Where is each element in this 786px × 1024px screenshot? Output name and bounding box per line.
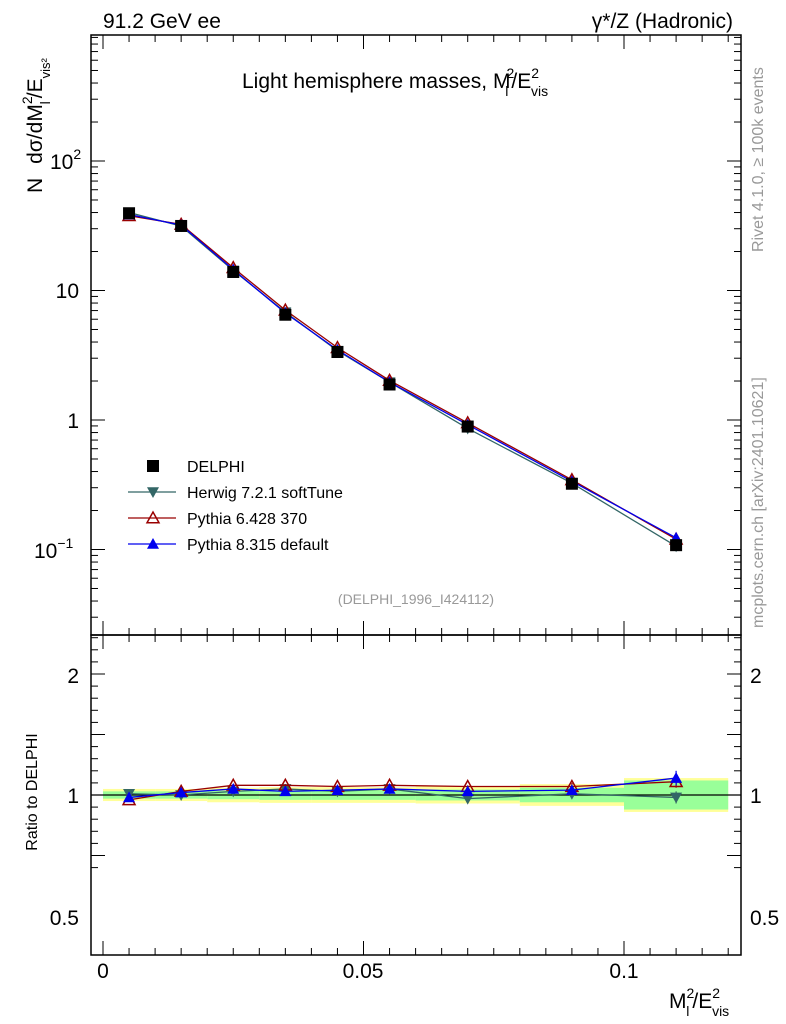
- ytick-label-1: 1: [67, 410, 79, 433]
- ratio-series-2: [123, 770, 683, 803]
- main-title-sup2: 2: [531, 65, 539, 81]
- main-point: [331, 346, 344, 359]
- main-axes: [91, 35, 741, 635]
- ratio-ytick-label-right-1: 1: [750, 785, 762, 808]
- ytick-label-10: 10: [56, 280, 79, 303]
- legend: DELPHI Herwig 7.2.1 softTune Pythia 6.42…: [128, 459, 343, 554]
- legend-marker-delphi: [147, 460, 159, 472]
- ytick-100-base: 10: [50, 151, 73, 174]
- main-series-0: [123, 207, 683, 552]
- main-point: [175, 219, 188, 232]
- xlabel: M2 l/E2 vis: [669, 985, 729, 1019]
- main-ylabel-sub: l: [37, 101, 53, 104]
- xlabel-sup: 2: [687, 985, 695, 1001]
- main-title-text: Light hemisphere masses, M: [242, 70, 510, 93]
- ratio-point: [461, 793, 474, 805]
- xlabel-sup2: 2: [712, 985, 720, 1001]
- mcplots-label: mcplots.cern.ch [arXiv:2401.10621]: [750, 377, 767, 628]
- ratio-point: [383, 782, 396, 794]
- main-ylabel-slash: /E: [24, 78, 47, 98]
- main-point: [565, 477, 578, 490]
- xtick-label-0.05: 0.05: [343, 960, 384, 983]
- ratio-ytick-label-1: 1: [67, 785, 79, 808]
- header-energy: 91.2 GeV ee: [103, 10, 221, 33]
- ratio-series: [121, 770, 684, 806]
- main-title-sup: 2: [506, 65, 514, 81]
- legend-marker-pythia6: [128, 510, 176, 524]
- xlabel-main: M: [669, 990, 687, 1013]
- legend-item-pythia8: Pythia 8.315 default: [128, 537, 329, 554]
- legend-symbol: [147, 487, 159, 498]
- xlabel-sub: l: [686, 1003, 689, 1019]
- legend-marker-herwig: [128, 487, 176, 498]
- legend-label-pythia6: Pythia 6.428 370: [187, 511, 307, 528]
- ratio-ytick-label-right-0.5: 0.5: [750, 907, 779, 930]
- legend-item-pythia6: Pythia 6.428 370: [128, 510, 307, 528]
- main-ylabel-sup: 2: [19, 96, 35, 104]
- main-title-sub2: vis: [531, 83, 548, 99]
- main-ylabel-main: dσ/dM: [24, 104, 47, 164]
- main-panel: Light hemisphere masses, M2 l/E2 vis Ndσ/d…: [19, 34, 742, 636]
- ytick-label-0.1: 10−1: [34, 535, 74, 563]
- header-process: γ*/Z (Hadronic): [592, 10, 733, 33]
- main-point: [383, 378, 396, 391]
- main-point: [227, 265, 240, 278]
- legend-marker-pythia8: [128, 538, 176, 549]
- legend-label-pythia8: Pythia 8.315 default: [187, 537, 329, 554]
- analysis-watermark: (DELPHI_1996_I424112): [338, 591, 494, 607]
- ytick-100-exp: 2: [73, 146, 81, 162]
- ratio-point: [670, 792, 683, 804]
- ratio-ytick-label-0.5: 0.5: [50, 907, 79, 930]
- legend-symbol: [147, 460, 159, 472]
- legend-item-herwig: Herwig 7.2.1 softTune: [128, 485, 343, 502]
- ytick-label-100: 102: [50, 146, 81, 174]
- ratio-point: [227, 782, 240, 794]
- main-ylabel-sub2: vis²: [38, 58, 53, 79]
- ratio-axes: [91, 635, 741, 955]
- ratio-point: [175, 786, 188, 798]
- main-point: [461, 420, 474, 433]
- legend-label-delphi: DELPHI: [187, 459, 245, 476]
- ratio-point: [279, 785, 292, 797]
- ratio-panel: Ratio to DELPHI 2 1 0.5 2 1 0.5 0 0.05 0…: [24, 634, 779, 1019]
- ratio-ylabel: Ratio to DELPHI: [24, 733, 41, 850]
- main-point: [279, 308, 292, 321]
- ratio-ytick-label-2: 2: [67, 665, 79, 688]
- xtick-label-0.1: 0.1: [609, 960, 638, 983]
- xlabel-slash: /E: [692, 990, 712, 1013]
- ratio-point: [123, 791, 136, 803]
- ratio-frame: [90, 634, 742, 956]
- ratio-point: [461, 785, 474, 797]
- main-point: [670, 539, 683, 552]
- rivet-version-label: Rivet 4.1.0, ≥ 100k events: [750, 67, 767, 252]
- legend-symbol: [145, 510, 161, 524]
- main-point: [123, 207, 136, 220]
- main-ylabel-n: N: [24, 178, 47, 193]
- xtick-label-0: 0: [97, 960, 109, 983]
- legend-item-delphi: DELPHI: [147, 459, 245, 476]
- ratio-point: [670, 772, 683, 783]
- legend-label-herwig: Herwig 7.2.1 softTune: [187, 485, 343, 502]
- main-ylabel: Ndσ/dM2 l/Evis²: [19, 58, 53, 193]
- main-title: Light hemisphere masses, M2 l/E2 vis: [242, 65, 548, 99]
- ratio-point: [331, 784, 344, 795]
- main-title-slash: /E: [511, 70, 531, 93]
- ytick-0.1-exp: −1: [57, 535, 73, 551]
- xlabel-sub2: vis: [712, 1003, 729, 1019]
- main-series: [121, 207, 684, 553]
- ratio-point: [565, 784, 578, 795]
- legend-symbol: [147, 538, 159, 549]
- ratio-ytick-label-right-2: 2: [750, 665, 762, 688]
- main-title-sub: l: [505, 83, 508, 99]
- ytick-0.1-base: 10: [34, 540, 57, 563]
